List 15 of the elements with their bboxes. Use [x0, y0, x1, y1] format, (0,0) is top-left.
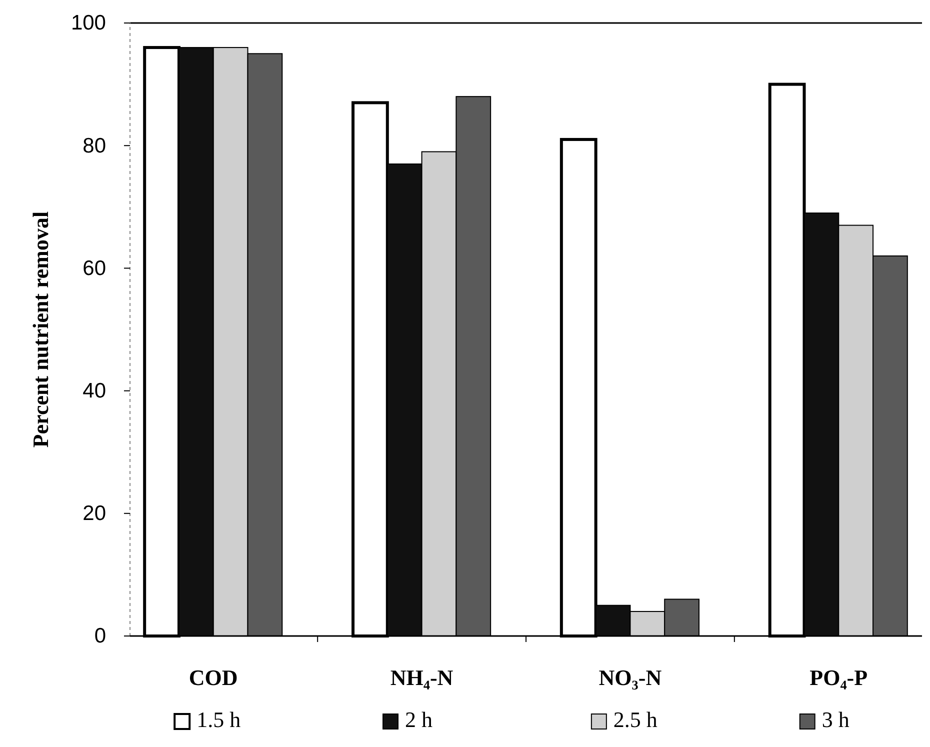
- legend-label: 2.5 h: [613, 707, 658, 732]
- x-tick-label: NO₃-N: [598, 665, 662, 690]
- y-tick-label: 100: [70, 12, 106, 35]
- y-tick-label: 40: [82, 380, 106, 403]
- y-tick-label: 0: [94, 624, 106, 648]
- y-axis-title: Percent nutrient removal: [28, 211, 53, 448]
- x-tick-label: NH₄-N: [390, 665, 454, 690]
- y-tick-label: 20: [82, 502, 106, 526]
- legend-label: 2 h: [405, 707, 433, 732]
- legend-label: 3 h: [822, 707, 850, 732]
- x-tick-label: PO₄-P: [810, 665, 868, 690]
- x-tick-label: COD: [188, 665, 238, 690]
- y-tick-label: 80: [82, 134, 106, 158]
- y-tick-label: 60: [82, 256, 106, 280]
- legend-label: 1.5 h: [196, 707, 241, 732]
